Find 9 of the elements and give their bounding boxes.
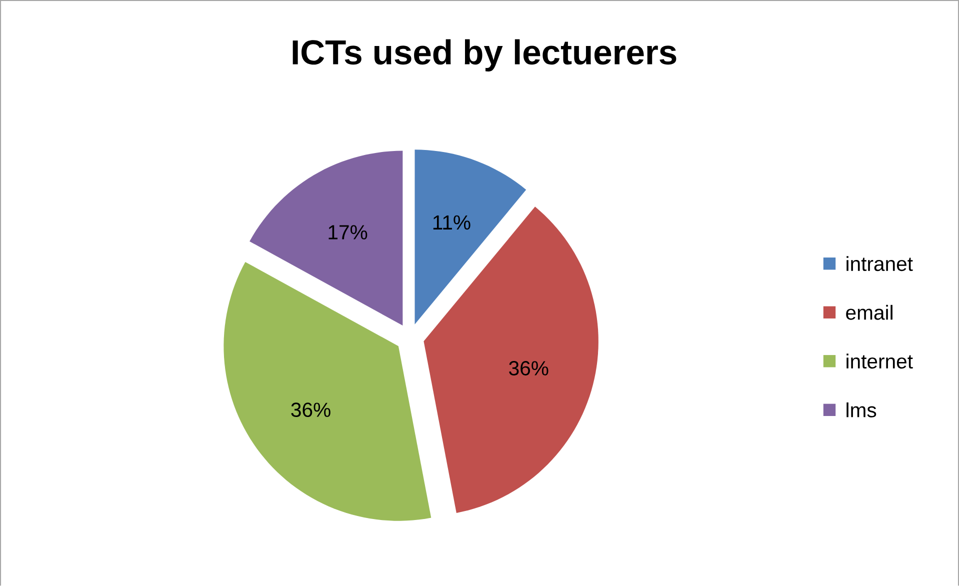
data-label: 36%: [509, 360, 548, 376]
legend-label: lms: [846, 402, 876, 418]
chart-title: ICTs used by lectuerers: [292, 39, 676, 72]
legend-label: email: [846, 304, 892, 320]
data-label: 17%: [328, 225, 368, 240]
data-label: 11%: [433, 215, 470, 230]
data-label: 36%: [291, 402, 330, 417]
legend-label: intranet: [846, 256, 913, 272]
legend-label: internet: [846, 354, 913, 369]
